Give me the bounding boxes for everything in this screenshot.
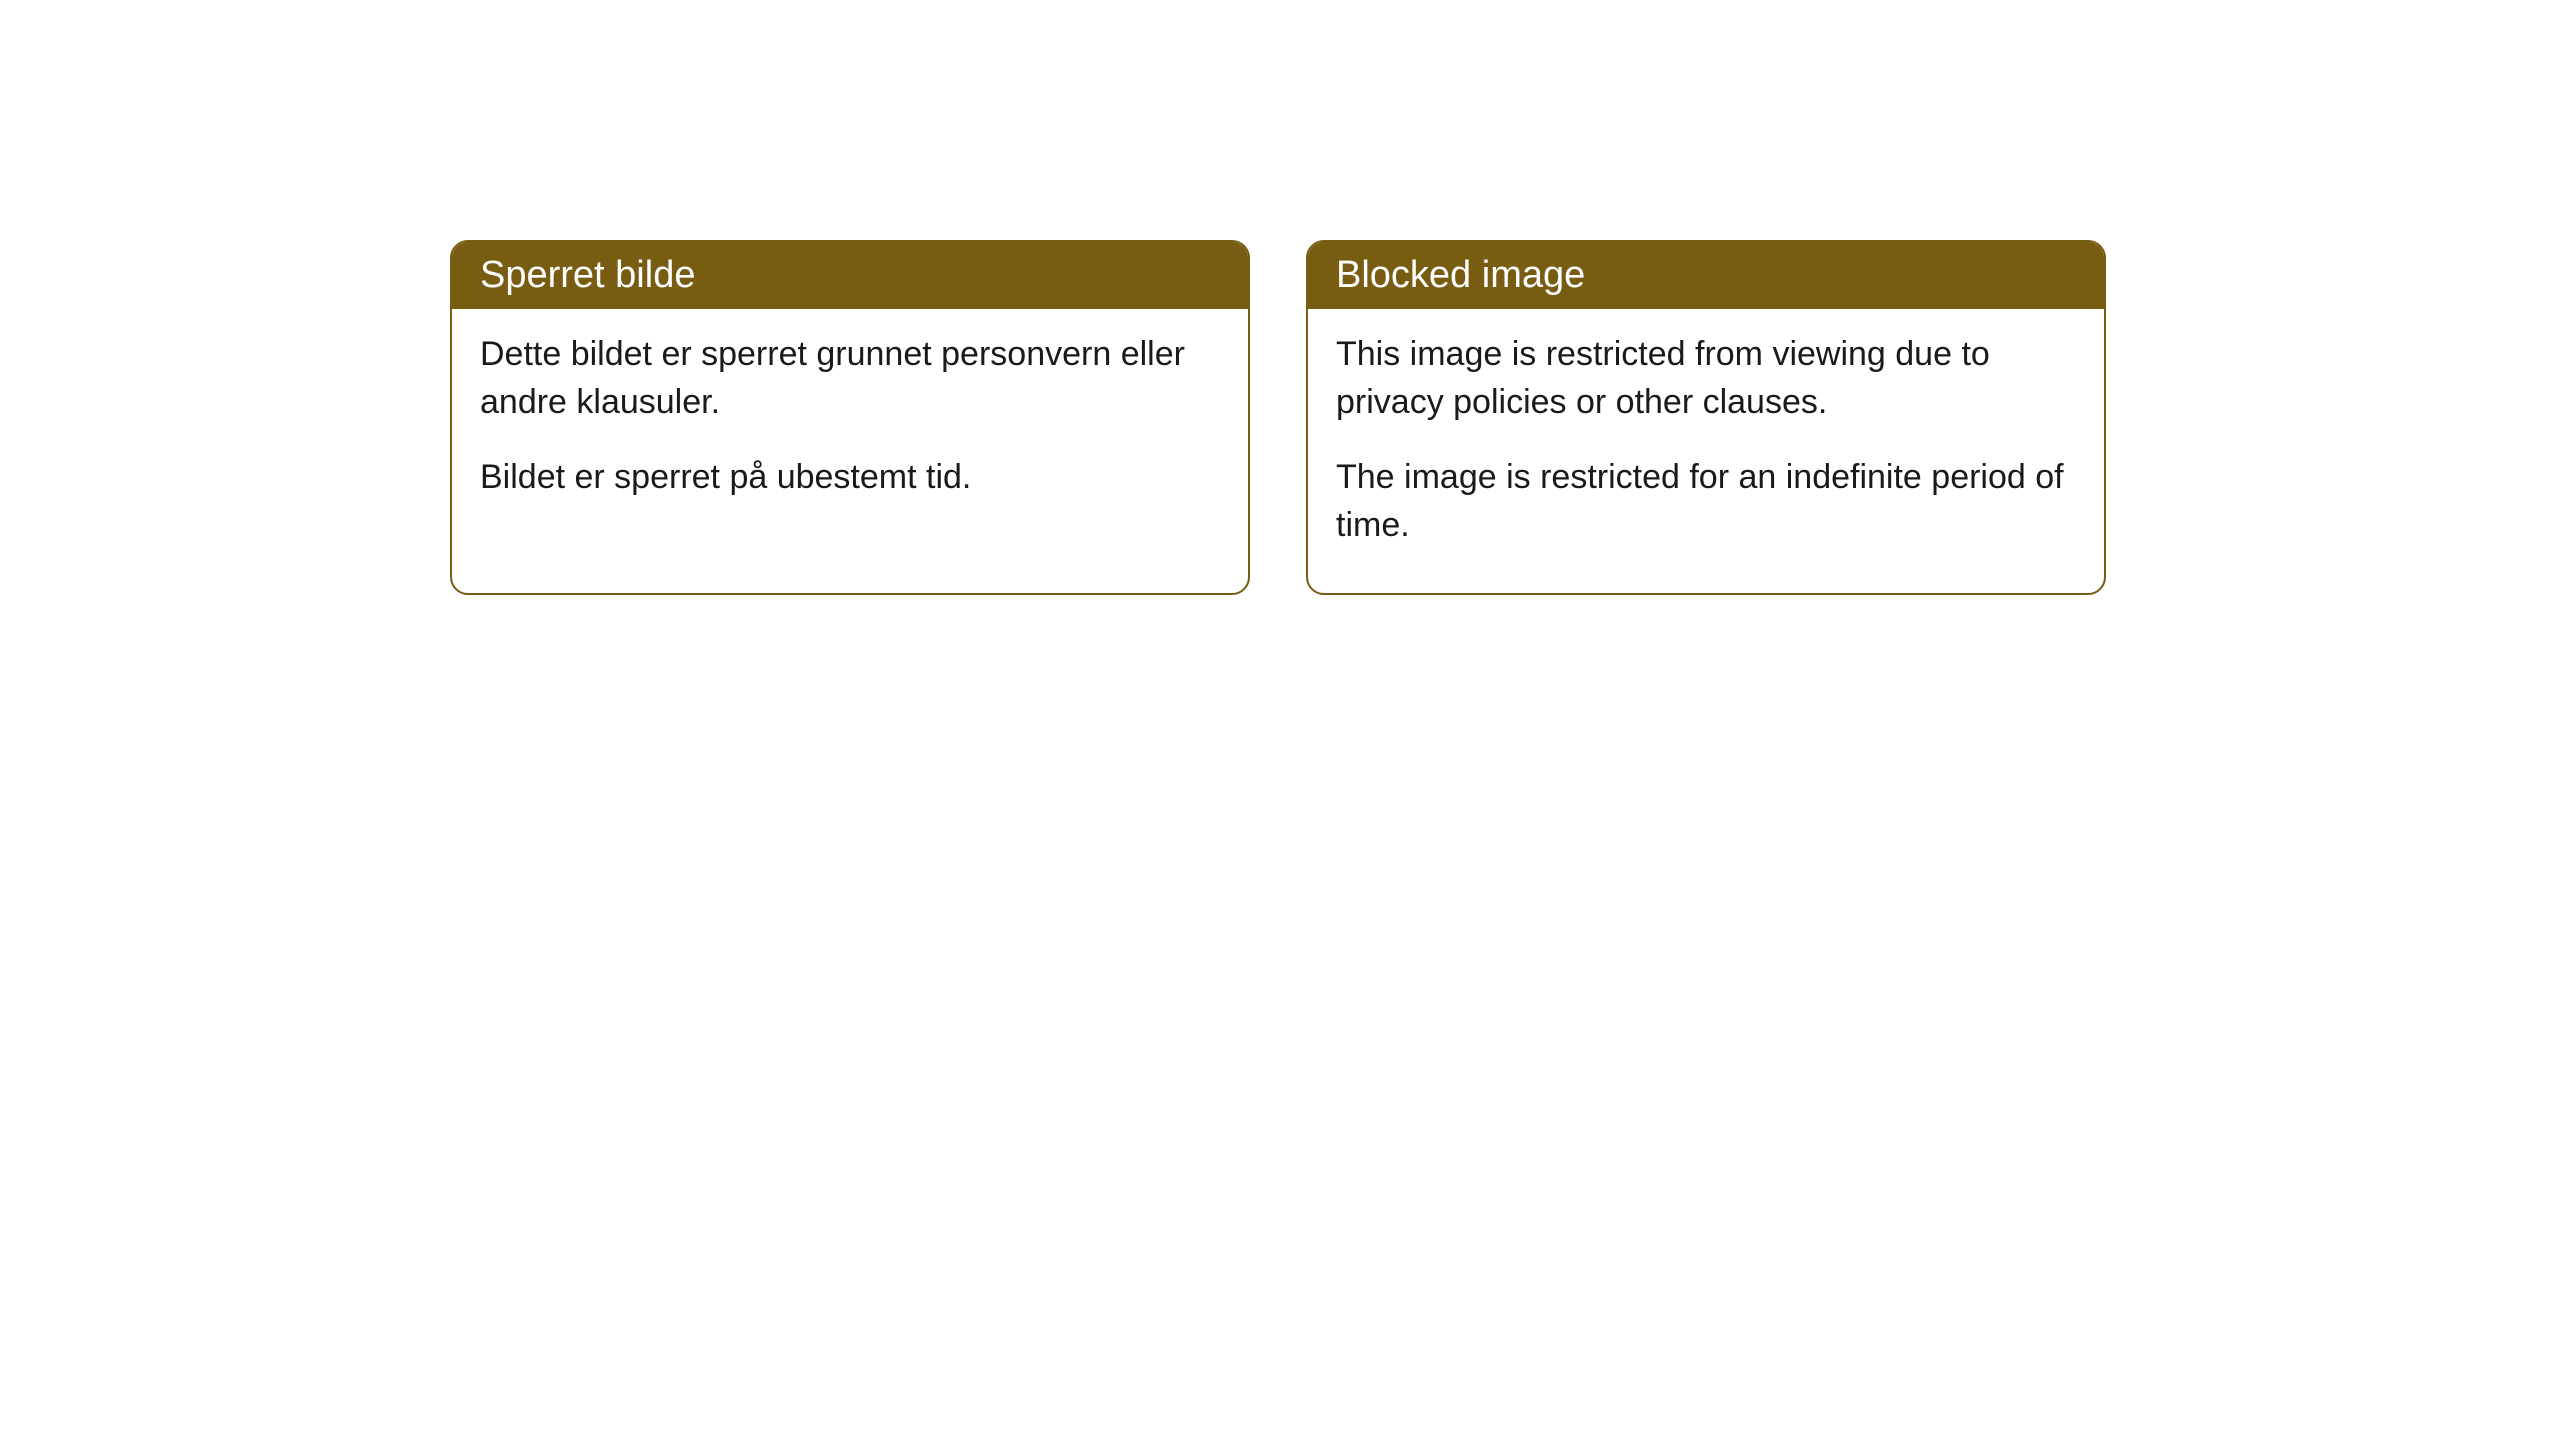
card-paragraph-1-en: This image is restricted from viewing du… [1336,331,2076,426]
blocked-image-card-en: Blocked image This image is restricted f… [1306,240,2106,595]
notice-cards-container: Sperret bilde Dette bildet er sperret gr… [450,240,2106,595]
card-paragraph-1-no: Dette bildet er sperret grunnet personve… [480,331,1220,426]
card-header-no: Sperret bilde [452,242,1248,309]
card-body-en: This image is restricted from viewing du… [1308,309,2104,593]
card-paragraph-2-no: Bildet er sperret på ubestemt tid. [480,454,1220,502]
blocked-image-card-no: Sperret bilde Dette bildet er sperret gr… [450,240,1250,595]
card-body-no: Dette bildet er sperret grunnet personve… [452,309,1248,546]
card-paragraph-2-en: The image is restricted for an indefinit… [1336,454,2076,549]
card-header-en: Blocked image [1308,242,2104,309]
